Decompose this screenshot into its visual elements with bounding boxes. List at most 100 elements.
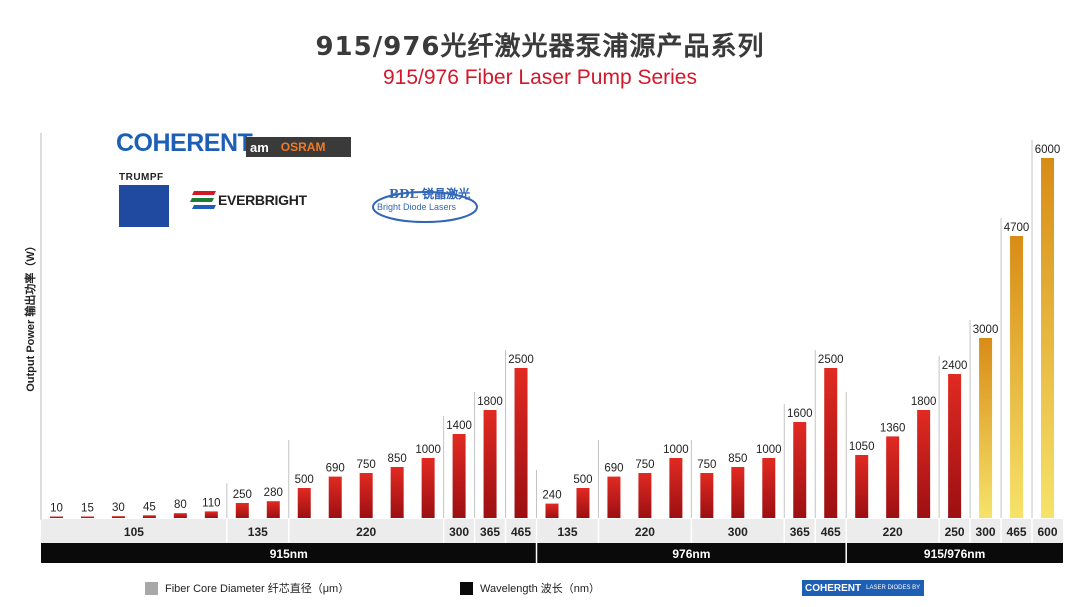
bar [886, 436, 900, 518]
trumpf-logo: TRUMPF [119, 172, 169, 227]
diameter-label: 465 [1007, 525, 1027, 539]
value-label: 10 [50, 503, 63, 515]
chart-title: 915/976光纤激光器泵浦源产品系列 [315, 32, 765, 62]
diameter-label: 365 [480, 525, 500, 539]
diameter-label: 220 [635, 525, 655, 539]
value-label: 2500 [508, 354, 534, 366]
bar [483, 410, 497, 518]
diameter-label: 105 [124, 525, 144, 539]
wavelength-band: 915nm 976nm 915/976nm [41, 543, 1063, 563]
value-label: 80 [174, 499, 187, 511]
bar [638, 473, 652, 518]
legend-wavelength: Wavelength 波长（nm） [460, 580, 600, 596]
value-label: 500 [295, 474, 314, 486]
bar [80, 516, 94, 518]
bar [421, 458, 435, 518]
bar [1041, 158, 1055, 518]
value-label: 690 [326, 463, 345, 475]
value-label: 750 [635, 459, 654, 471]
value-label: 4700 [1004, 222, 1030, 234]
bar [700, 473, 714, 518]
bar [49, 516, 63, 518]
value-label: 500 [573, 474, 592, 486]
bar [917, 410, 931, 518]
bar [452, 434, 466, 518]
bar [142, 515, 156, 518]
coherent-laser-diodes-logo: COHERENT LASER DIODES BY [802, 580, 924, 596]
diameter-label: 600 [1037, 525, 1057, 539]
bar [111, 516, 125, 518]
bar [948, 374, 962, 518]
bar [979, 338, 993, 518]
bdl-ellipse-icon [372, 191, 478, 223]
wavelength-band-bg [41, 543, 1063, 563]
trumpf-blue-square [119, 185, 169, 227]
diameter-label: 250 [945, 525, 965, 539]
value-label: 1050 [849, 441, 875, 453]
value-label: 240 [542, 490, 561, 502]
diameter-label: 135 [557, 525, 577, 539]
wavelength-label: 915/976nm [924, 547, 985, 561]
everbright-logo: EVERBRIGHT [190, 191, 307, 209]
bars-group [49, 158, 1055, 518]
value-label: 1000 [663, 444, 689, 456]
bar [266, 501, 280, 518]
diameter-label: 135 [248, 525, 268, 539]
value-label: 30 [112, 502, 125, 514]
bar [545, 503, 559, 518]
group-dividers [226, 140, 1033, 518]
value-label: 45 [143, 501, 156, 513]
wavelength-label: 915nm [270, 547, 308, 561]
value-label: 1000 [756, 444, 782, 456]
wavelength-label: 976nm [672, 547, 710, 561]
value-label: 1360 [880, 422, 906, 434]
legend-swatch-black [460, 581, 473, 595]
value-label: 280 [264, 487, 283, 499]
value-label: 2400 [942, 360, 968, 372]
diameter-band: 105 135 220 300 365 465 135 220 300 365 465 220 250 3… [41, 519, 1063, 543]
bar [793, 422, 807, 518]
bar [855, 455, 869, 518]
value-label: 6000 [1035, 144, 1061, 156]
bar [514, 368, 528, 518]
bar [731, 467, 745, 518]
value-label: 750 [697, 459, 716, 471]
value-label: 750 [357, 459, 376, 471]
diameter-band-bg [41, 519, 1063, 543]
legend-swatch-gray [145, 581, 158, 595]
bar [359, 473, 373, 518]
value-label: 1800 [477, 396, 503, 408]
value-label: 690 [604, 463, 623, 475]
everbright-mark-icon [190, 191, 216, 209]
diameter-label: 220 [883, 525, 903, 539]
bar [297, 488, 311, 518]
diameter-label: 220 [356, 525, 376, 539]
diameter-label: 465 [511, 525, 531, 539]
legend-diameter: Fiber Core Diameter 纤芯直径（μm） [145, 580, 349, 596]
chart-subtitle: 915/976 Fiber Laser Pump Series [382, 66, 697, 89]
bar [1010, 236, 1024, 518]
diameter-label: 300 [976, 525, 996, 539]
value-label: 110 [202, 497, 220, 509]
bar [669, 458, 683, 518]
value-label: 850 [388, 453, 407, 465]
value-label: 2500 [818, 354, 844, 366]
coherent-logo: COHERENT [116, 129, 253, 157]
bdl-logo: BDL 锐晶激光 Bright Diode Lasers [371, 179, 479, 229]
value-labels-group: 10 15 30 45 80 110 250 280 500 690 750 850 1000 1400 1… [50, 144, 1060, 515]
value-label: 1800 [911, 396, 937, 408]
diameter-label: 300 [449, 525, 469, 539]
bar [390, 467, 404, 518]
bar [607, 476, 621, 518]
bar [204, 511, 218, 518]
bar [576, 488, 590, 518]
value-label: 1400 [446, 420, 472, 432]
value-label: 250 [233, 489, 252, 501]
value-label: 3000 [973, 324, 999, 336]
bar [235, 503, 249, 518]
value-label: 1000 [415, 444, 441, 456]
bar [824, 368, 838, 518]
diameter-label: 365 [790, 525, 810, 539]
value-label: 1600 [787, 408, 813, 420]
